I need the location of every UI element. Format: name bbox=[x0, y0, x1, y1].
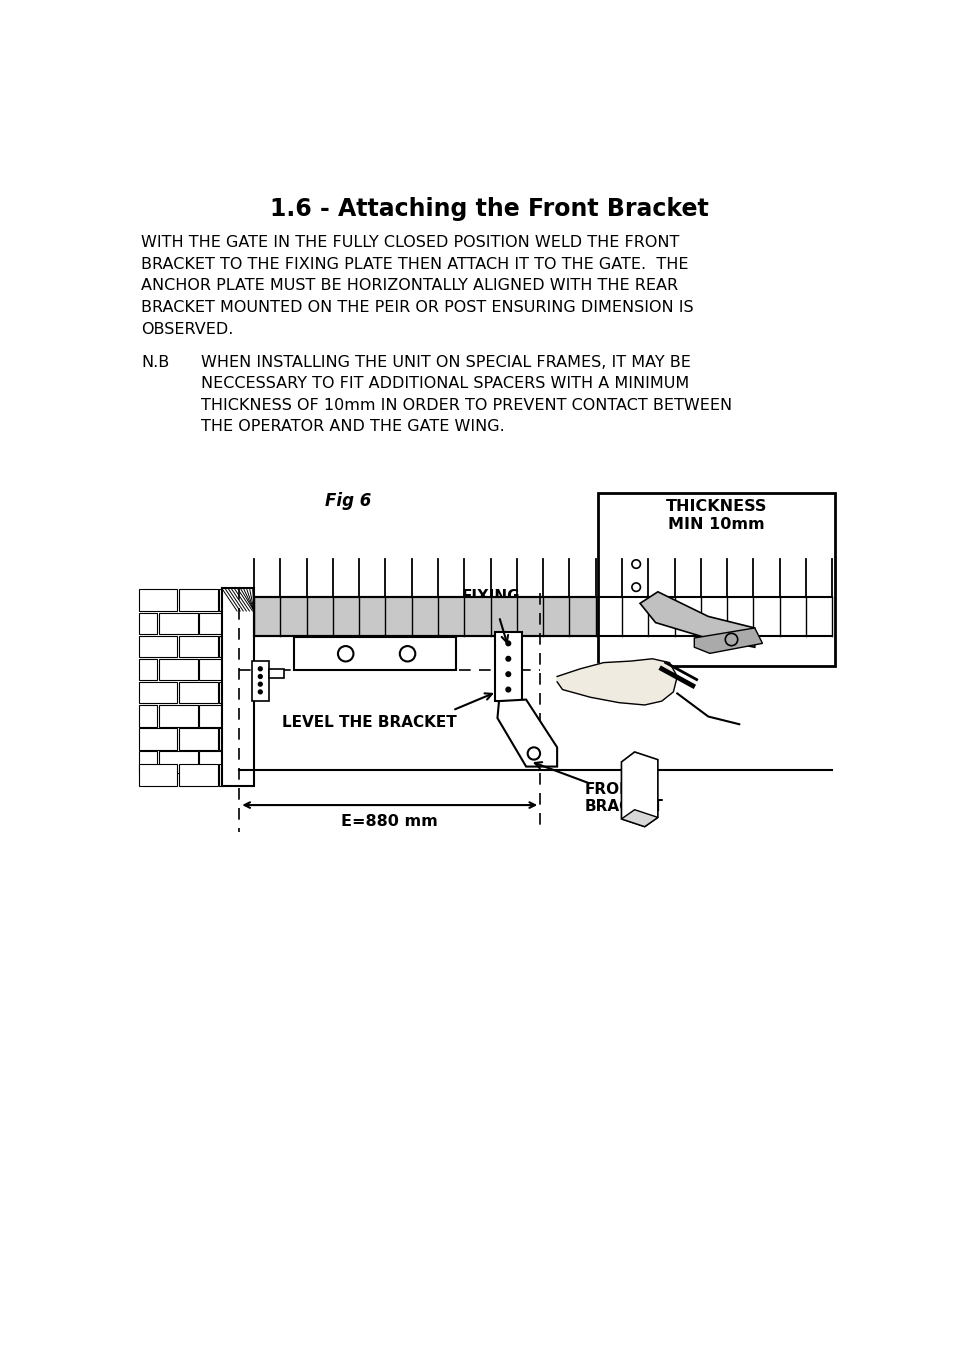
Bar bbox=[138, 765, 177, 786]
Text: 1.6 - Attaching the Front Bracket: 1.6 - Attaching the Front Bracket bbox=[270, 197, 707, 220]
Bar bbox=[138, 659, 157, 681]
Bar bbox=[219, 589, 224, 611]
Bar bbox=[179, 682, 217, 704]
Bar bbox=[158, 612, 197, 634]
Bar bbox=[219, 682, 224, 704]
Bar bbox=[199, 751, 224, 773]
Circle shape bbox=[258, 682, 262, 686]
Text: Fig 6: Fig 6 bbox=[324, 492, 371, 509]
Text: WITH THE GATE IN THE FULLY CLOSED POSITION WELD THE FRONT
BRACKET TO THE FIXING : WITH THE GATE IN THE FULLY CLOSED POSITI… bbox=[141, 235, 693, 336]
Bar bbox=[199, 612, 224, 634]
Polygon shape bbox=[620, 809, 658, 827]
Circle shape bbox=[505, 642, 510, 646]
Bar bbox=[179, 728, 217, 750]
Text: LEVEL THE BRACKET: LEVEL THE BRACKET bbox=[282, 715, 456, 730]
Bar bbox=[179, 765, 217, 786]
Bar bbox=[138, 705, 157, 727]
Bar bbox=[269, 669, 284, 678]
Text: FIXING
PLATE: FIXING PLATE bbox=[461, 589, 520, 621]
Polygon shape bbox=[557, 659, 677, 705]
Polygon shape bbox=[694, 628, 761, 654]
Text: THICKNESS
MIN 10mm: THICKNESS MIN 10mm bbox=[665, 500, 766, 532]
Bar bbox=[252, 661, 269, 701]
Bar bbox=[179, 589, 217, 611]
Bar bbox=[138, 589, 177, 611]
Circle shape bbox=[505, 671, 510, 677]
Circle shape bbox=[505, 657, 510, 661]
Bar bbox=[138, 682, 177, 704]
Bar bbox=[158, 751, 197, 773]
Bar bbox=[138, 751, 157, 773]
Polygon shape bbox=[497, 700, 557, 766]
Bar bbox=[138, 636, 177, 657]
Text: E=880 mm: E=880 mm bbox=[341, 815, 437, 830]
Polygon shape bbox=[639, 592, 754, 647]
Text: N.B: N.B bbox=[141, 354, 169, 370]
Bar bbox=[219, 636, 224, 657]
Circle shape bbox=[258, 674, 262, 678]
Bar bbox=[179, 636, 217, 657]
Bar bbox=[221, 588, 253, 786]
Bar bbox=[294, 638, 456, 670]
Bar bbox=[138, 728, 177, 750]
Bar bbox=[495, 632, 521, 701]
Bar bbox=[199, 659, 224, 681]
Bar bbox=[199, 705, 224, 727]
Bar bbox=[158, 659, 197, 681]
Polygon shape bbox=[620, 753, 658, 827]
Text: WHEN INSTALLING THE UNIT ON SPECIAL FRAMES, IT MAY BE
NECCESSARY TO FIT ADDITION: WHEN INSTALLING THE UNIT ON SPECIAL FRAM… bbox=[200, 354, 731, 435]
Bar bbox=[598, 493, 834, 666]
Text: FRONT
BRACKET: FRONT BRACKET bbox=[583, 782, 662, 815]
Bar bbox=[253, 597, 831, 636]
Circle shape bbox=[505, 688, 510, 692]
Bar bbox=[158, 705, 197, 727]
Bar bbox=[219, 728, 224, 750]
Bar bbox=[138, 612, 157, 634]
Circle shape bbox=[258, 690, 262, 694]
Bar bbox=[219, 765, 224, 786]
Circle shape bbox=[258, 667, 262, 670]
